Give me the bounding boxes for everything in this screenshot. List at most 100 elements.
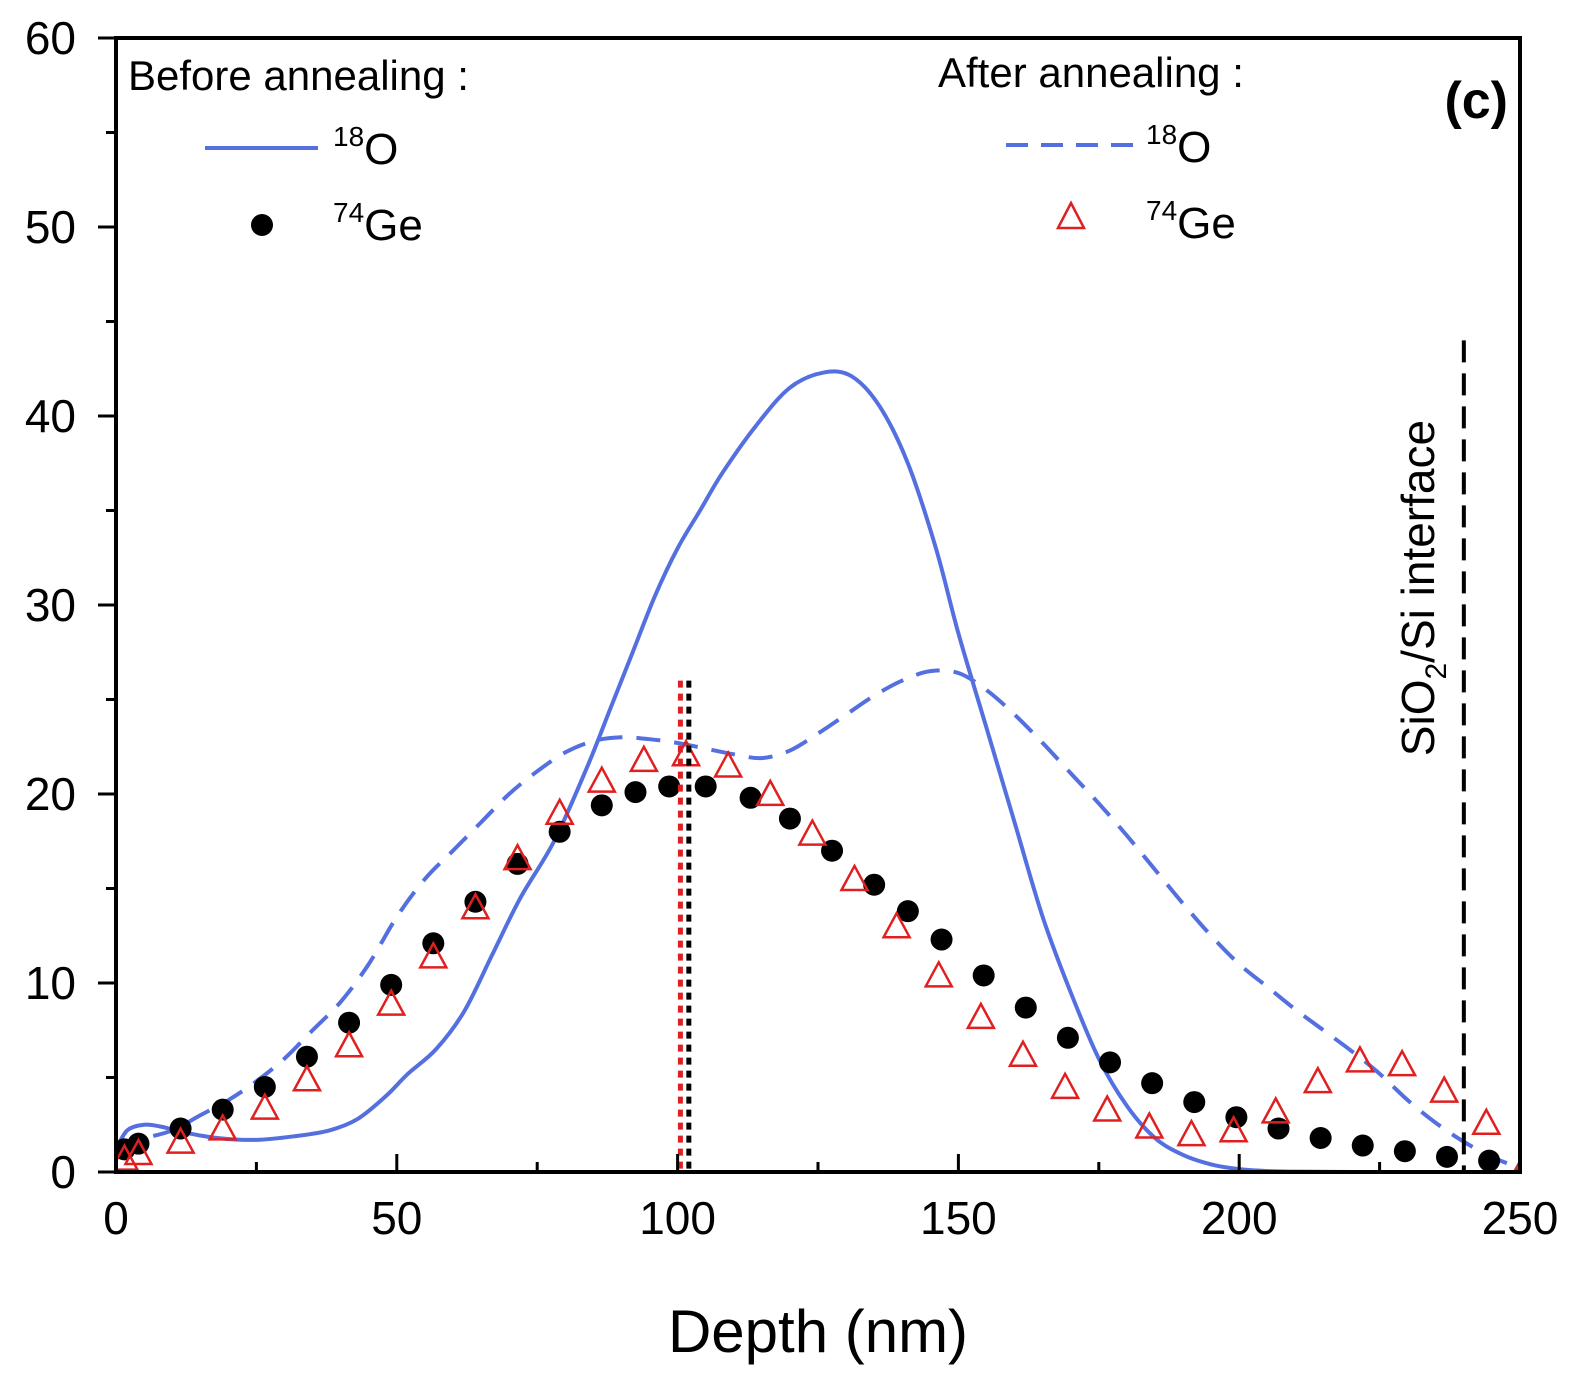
data-point-ge74_after bbox=[586, 765, 617, 793]
legend-before-title: Before annealing : bbox=[128, 52, 469, 99]
series-line-o18_after bbox=[116, 668, 1520, 1171]
legend-after-title: After annealing : bbox=[938, 49, 1244, 96]
data-point-ge74_after bbox=[207, 1112, 238, 1141]
series-o18_after bbox=[116, 668, 1520, 1171]
series-line-o18_before bbox=[116, 369, 1520, 1172]
x-tick-label: 0 bbox=[103, 1192, 129, 1244]
data-point-ge74_after bbox=[1218, 1114, 1249, 1143]
interface-label: SiO2/Si interface bbox=[1392, 420, 1453, 756]
series-layer bbox=[116, 369, 1520, 1172]
data-point-ge74_before bbox=[624, 781, 647, 804]
data-point-ge74_after bbox=[1092, 1093, 1123, 1122]
data-point-ge74_before bbox=[930, 928, 953, 951]
legend-o18-before-label: 18O bbox=[333, 121, 398, 174]
series-o18_before bbox=[116, 369, 1520, 1172]
data-point-ge74_after bbox=[965, 1001, 996, 1030]
data-point-ge74_after bbox=[460, 891, 491, 920]
data-point-ge74_before bbox=[739, 786, 762, 809]
x-axis-label: Depth (nm) bbox=[668, 1298, 968, 1365]
series-ge74_after bbox=[116, 738, 1520, 1171]
y-tick-label: 0 bbox=[50, 1146, 76, 1198]
plot-frame bbox=[114, 36, 1522, 1174]
data-point-ge74_before bbox=[590, 794, 613, 817]
data-point-ge74_before bbox=[1056, 1026, 1079, 1049]
axis-ticks: 0 50 100 150 200 250 0 10 20 30 40 50 60 bbox=[25, 12, 1559, 1244]
y-tick-label: 20 bbox=[25, 768, 76, 820]
data-point-ge74_before bbox=[1478, 1149, 1501, 1172]
data-point-ge74_after bbox=[1050, 1071, 1081, 1100]
data-point-ge74_after bbox=[797, 817, 828, 846]
series-ge74_before bbox=[116, 775, 1501, 1172]
data-point-ge74_after bbox=[670, 738, 702, 767]
data-point-ge74_before bbox=[972, 964, 995, 987]
data-point-ge74_after bbox=[291, 1063, 323, 1092]
data-point-ge74_before bbox=[863, 873, 886, 896]
data-point-ge74_before bbox=[506, 852, 529, 875]
data-point-ge74_after bbox=[376, 988, 407, 1016]
data-point-ge74_before bbox=[548, 820, 571, 843]
legend-ge74-after-label: 74Ge bbox=[1146, 195, 1236, 248]
data-point-ge74_before bbox=[1099, 1051, 1122, 1074]
data-point-ge74_before bbox=[658, 775, 681, 798]
data-point-ge74_after bbox=[1260, 1095, 1291, 1124]
legend-ge74-before-marker bbox=[251, 214, 273, 236]
data-point-ge74_after bbox=[1344, 1044, 1376, 1073]
data-point-ge74_after bbox=[1429, 1074, 1460, 1103]
data-point-ge74_after bbox=[755, 778, 786, 807]
data-point-ge74_after bbox=[713, 749, 744, 778]
data-point-ge74_before bbox=[1183, 1091, 1206, 1114]
data-point-ge74_after bbox=[123, 1137, 154, 1166]
data-point-ge74_after bbox=[1386, 1048, 1418, 1077]
y-tick-label: 30 bbox=[25, 579, 76, 631]
data-point-ge74_before bbox=[1435, 1145, 1458, 1168]
interface-annotation: SiO2/Si interface bbox=[1392, 340, 1466, 1172]
x-tick-label: 150 bbox=[920, 1192, 997, 1244]
data-point-ge74_before bbox=[896, 900, 919, 923]
data-point-ge74_before bbox=[127, 1132, 150, 1155]
data-point-ge74_after bbox=[165, 1126, 196, 1154]
data-point-ge74_after bbox=[1007, 1039, 1039, 1067]
x-tick-label: 250 bbox=[1482, 1192, 1559, 1244]
data-point-ge74_after bbox=[249, 1092, 280, 1120]
data-point-ge74_before bbox=[1014, 996, 1037, 1019]
data-point-ge74_before bbox=[295, 1045, 318, 1068]
data-point-ge74_after bbox=[839, 863, 870, 892]
legend-ge74-before-label: 74Ge bbox=[333, 197, 423, 250]
data-point-ge74_after bbox=[628, 744, 660, 773]
y-tick-label: 50 bbox=[25, 201, 76, 253]
data-point-ge74_before bbox=[1267, 1117, 1290, 1140]
data-point-ge74_after bbox=[544, 797, 575, 826]
y-tick-label: 60 bbox=[25, 12, 76, 64]
legend-o18-after-label: 18O bbox=[1146, 119, 1211, 172]
data-point-ge74_after bbox=[923, 959, 954, 988]
data-point-ge74_after bbox=[881, 910, 912, 939]
data-point-ge74_before bbox=[694, 775, 717, 798]
x-tick-label: 50 bbox=[371, 1192, 422, 1244]
data-point-ge74_before bbox=[338, 1011, 361, 1034]
legend-before: Before annealing : 18O 74Ge bbox=[128, 52, 469, 250]
data-point-ge74_before bbox=[211, 1098, 234, 1121]
data-point-ge74_before bbox=[380, 973, 403, 996]
data-point-ge74_before bbox=[778, 807, 801, 830]
data-point-ge74_before bbox=[1351, 1134, 1374, 1157]
y-tick-label: 40 bbox=[25, 390, 76, 442]
data-point-ge74_before bbox=[1309, 1126, 1332, 1149]
data-point-ge74_after bbox=[1471, 1107, 1502, 1135]
y-tick-label: 10 bbox=[25, 957, 76, 1009]
data-point-ge74_before bbox=[1141, 1072, 1164, 1095]
data-point-ge74_before bbox=[253, 1075, 276, 1098]
data-point-ge74_after bbox=[333, 1029, 365, 1058]
data-point-ge74_before bbox=[1393, 1140, 1416, 1163]
data-point-ge74_after bbox=[418, 940, 449, 969]
data-point-ge74_before bbox=[464, 890, 487, 913]
x-tick-label: 200 bbox=[1201, 1192, 1278, 1244]
legend-after: After annealing : 18O 74Ge bbox=[938, 49, 1244, 248]
data-point-ge74_after bbox=[1134, 1110, 1165, 1139]
data-point-ge74_after bbox=[1176, 1118, 1207, 1147]
x-tick-label: 100 bbox=[639, 1192, 716, 1244]
data-point-ge74_after bbox=[502, 842, 533, 871]
center-marker-lines bbox=[677, 680, 692, 1172]
legend-ge74-after-marker bbox=[1055, 200, 1087, 230]
data-point-ge74_after bbox=[1302, 1065, 1333, 1094]
